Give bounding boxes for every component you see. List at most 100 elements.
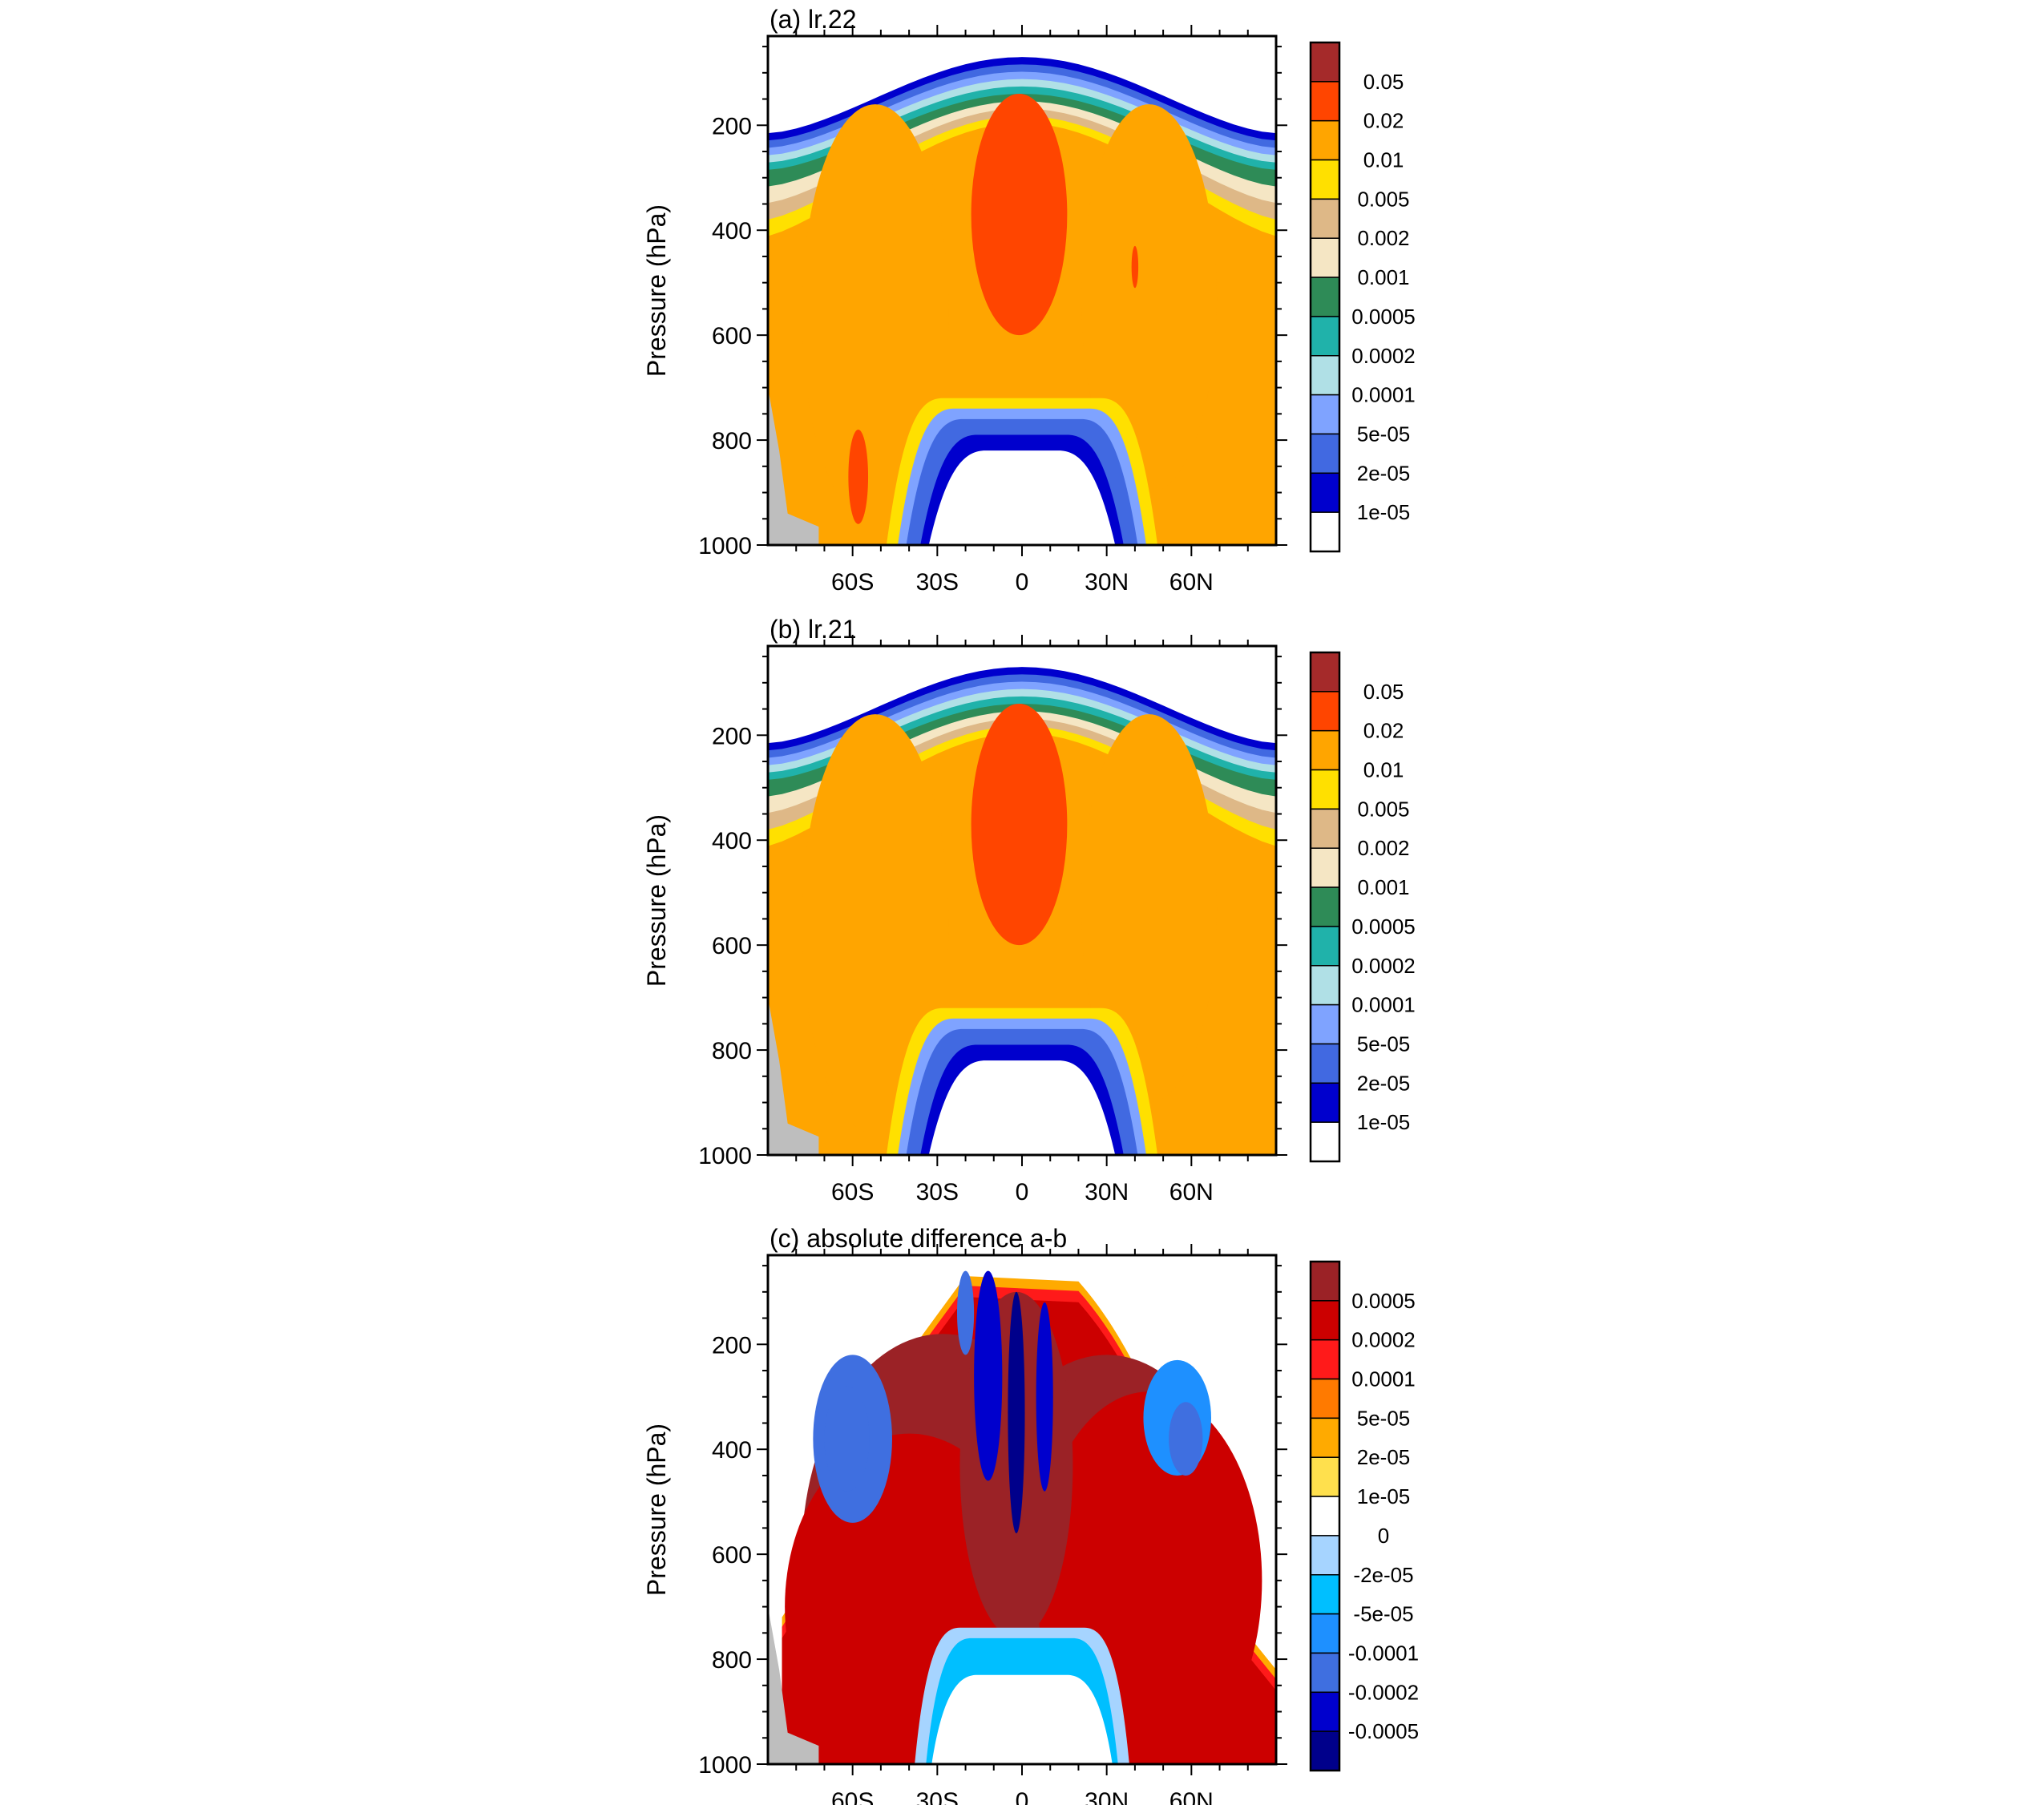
- colorbar-swatch: [1310, 1456, 1340, 1497]
- colorbar-label: 0.005: [1357, 797, 1409, 821]
- colorbar: 0.05 0.02 0.01 0.005 0.002 0.001 0.0005 0.0002 0…: [1309, 41, 1416, 553]
- colorbar-frame: [1309, 1260, 1341, 1772]
- colorbar-label: 0.0001: [1351, 383, 1416, 407]
- colorbar-label: 1e-05: [1357, 1484, 1411, 1508]
- colorbar-label: 0.01: [1363, 758, 1404, 782]
- colorbar-label: 0.002: [1357, 226, 1409, 250]
- colorbar-swatch: [1310, 277, 1340, 317]
- colorbar-swatch: [1310, 1003, 1340, 1045]
- y-axis-label: Pressure (hPa): [642, 1423, 671, 1596]
- x-tick-label: 0: [1016, 1788, 1029, 1805]
- colorbar-label: 0.0002: [1351, 344, 1416, 368]
- colorbar-swatch: [1310, 769, 1340, 810]
- colorbar-swatch: [1310, 1496, 1340, 1536]
- colorbar-label: -0.0001: [1348, 1641, 1419, 1665]
- x-tick-label: 60N: [1169, 1788, 1214, 1805]
- colorbar-label: 0.001: [1357, 265, 1409, 289]
- colorbar-label: -5e-05: [1353, 1602, 1413, 1626]
- contour-blob: [824, 1386, 870, 1492]
- colorbar-swatch: [1310, 847, 1340, 888]
- colorbar-label: 5e-05: [1357, 422, 1411, 446]
- colorbar-frame: [1309, 651, 1341, 1163]
- colorbar-swatch: [1310, 729, 1340, 771]
- y-tick-label: 1000: [698, 1752, 752, 1779]
- panel-title: (b) lr.21: [770, 615, 856, 644]
- contour-field: [768, 646, 1276, 1155]
- colorbar-swatch: [1310, 198, 1340, 239]
- colorbar-label: 0.001: [1357, 875, 1409, 899]
- colorbar-label: 0.0005: [1351, 1289, 1416, 1313]
- colorbar-label: 2e-05: [1357, 1071, 1411, 1095]
- colorbar-label: 5e-05: [1357, 1406, 1411, 1430]
- y-tick-label: 600: [712, 323, 752, 349]
- colorbar-label: 0.02: [1363, 109, 1404, 133]
- colorbar-swatch: [1310, 1043, 1340, 1084]
- colorbar-label: 0.0001: [1351, 1367, 1416, 1391]
- colorbar-swatch: [1310, 1261, 1340, 1302]
- y-tick-label: 800: [712, 428, 752, 454]
- colorbar-swatch: [1310, 1652, 1340, 1694]
- y-tick-label: 600: [712, 1542, 752, 1569]
- panel-a: 200 400 600 800 1000 60S 30S 0 30N 60N Pressure (h…: [642, 5, 1416, 596]
- panel-c: 200 400 600 800 1000 60S 30S 0 30N 60N Pressure (h…: [642, 1224, 1419, 1805]
- x-tick-label: 60S: [831, 1179, 874, 1205]
- colorbar-frame: [1309, 41, 1341, 553]
- colorbar-swatch: [1310, 355, 1340, 396]
- x-tick-label: 0: [1016, 1179, 1029, 1205]
- colorbar-label: 0.0002: [1351, 954, 1416, 978]
- x-tick-label: 30N: [1085, 1788, 1129, 1805]
- y-tick-label: 200: [712, 723, 752, 749]
- colorbar-label: 2e-05: [1357, 1445, 1411, 1469]
- contour-lobe: [802, 104, 949, 524]
- contour-lobe: [1081, 714, 1218, 1103]
- y-tick-label: 400: [712, 1437, 752, 1464]
- colorbar-label: 0.05: [1363, 70, 1404, 94]
- missing-data-area: [768, 387, 819, 545]
- colorbar-label: -2e-05: [1353, 1563, 1413, 1587]
- x-tick-label: 0: [1016, 569, 1029, 596]
- x-tick-label: 30S: [916, 1179, 959, 1205]
- colorbar-swatch: [1310, 1082, 1340, 1123]
- contour-dome: [931, 1674, 1113, 1764]
- x-tick-label: 30S: [916, 1788, 959, 1805]
- x-tick-label: 60N: [1169, 1179, 1214, 1205]
- colorbar-swatch: [1310, 965, 1340, 1006]
- y-tick-label: 200: [712, 1332, 752, 1359]
- colorbar-swatch: [1310, 1574, 1340, 1615]
- contour-spot: [848, 429, 869, 524]
- colorbar-swatch: [1310, 1613, 1340, 1654]
- colorbar-swatch: [1310, 1417, 1340, 1458]
- colorbar-swatch: [1310, 511, 1340, 552]
- colorbar-swatch: [1310, 886, 1340, 927]
- colorbar-label: 1e-05: [1357, 500, 1411, 524]
- contour-field: [768, 36, 1276, 545]
- x-tick-label: 30S: [916, 569, 959, 596]
- y-tick-label: 600: [712, 933, 752, 959]
- colorbar-swatch: [1310, 472, 1340, 513]
- colorbar-label: 5e-05: [1357, 1032, 1411, 1056]
- colorbar-swatch: [1310, 808, 1340, 849]
- contour-blob: [1036, 1302, 1053, 1492]
- colorbar-swatch: [1310, 42, 1340, 83]
- colorbar-swatch: [1310, 691, 1340, 732]
- colorbar-swatch: [1310, 119, 1340, 161]
- colorbar-label: 0.0005: [1351, 915, 1416, 939]
- y-tick-label: 1000: [698, 533, 752, 559]
- x-tick-label: 30N: [1085, 1179, 1129, 1205]
- colorbar-label: -0.0005: [1348, 1719, 1419, 1743]
- contour-dome: [928, 450, 1116, 545]
- colorbar-label: 1e-05: [1357, 1110, 1411, 1134]
- panel-b: 200 400 600 800 1000 60S 30S 0 30N 60N Pressure (h…: [642, 615, 1416, 1205]
- colorbar: 0.05 0.02 0.01 0.005 0.002 0.001 0.0005 0.0002 0…: [1309, 651, 1416, 1163]
- contour-blob: [1008, 1291, 1025, 1533]
- y-tick-label: 400: [712, 828, 752, 854]
- colorbar-swatch: [1310, 1378, 1340, 1419]
- colorbar-label: 0.005: [1357, 187, 1409, 211]
- colorbar-label: 2e-05: [1357, 461, 1411, 485]
- colorbar-label: 0: [1378, 1524, 1389, 1548]
- contour-lobe: [1081, 104, 1218, 493]
- contour-lobe: [802, 714, 949, 1134]
- missing-data-area: [768, 1606, 819, 1764]
- colorbar-swatch: [1310, 652, 1340, 693]
